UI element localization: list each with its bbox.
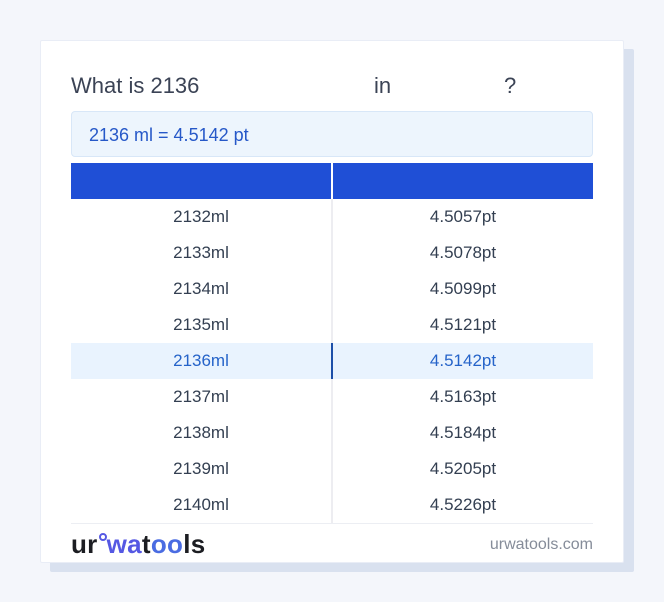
table-row-highlighted: 2136ml 4.5142pt	[71, 343, 593, 379]
cell-ml-value: 2136ml	[71, 343, 333, 379]
page-title: What is 2136 in ?	[71, 71, 593, 101]
cell-ml-value: 2132ml	[71, 199, 333, 235]
table-row: 2138ml 4.5184pt	[71, 415, 593, 451]
conversion-table: 2132ml 4.5057pt 2133ml 4.5078pt 2134ml 4.5099…	[71, 163, 593, 524]
cell-pt-value: 4.5184pt	[429, 423, 497, 442]
logo-segment-ur: ur	[71, 529, 98, 559]
table-row: 2133ml 4.5078pt	[71, 235, 593, 271]
cell-ml-value: 2134ml	[71, 271, 333, 307]
logo-segment-ls: ls	[183, 529, 206, 559]
cell-pt-value: 4.5057pt	[429, 207, 497, 226]
title-question-mark: ?	[504, 73, 517, 98]
cell-pt-value: 4.5121pt	[429, 315, 497, 334]
table-row: 2137ml 4.5163pt	[71, 379, 593, 415]
title-question-text: What is 2136	[71, 73, 200, 98]
cell-ml-value: 2138ml	[71, 415, 333, 451]
cell-ml-value: 2137ml	[71, 379, 333, 415]
cell-pt-value: 4.5078pt	[429, 243, 497, 262]
urwatools-logo: ur watools	[71, 524, 206, 565]
cell-pt-value: 4.5226pt	[429, 495, 497, 514]
site-domain-text: urwatools.com	[489, 535, 593, 553]
conversion-result-text: 2136 ml = 4.5142 pt	[89, 125, 249, 145]
table-header-row	[71, 163, 593, 199]
logo-segment-t: t	[141, 529, 151, 559]
cell-pt-value: 4.5142pt	[429, 351, 497, 370]
table-row: 2132ml 4.5057pt	[71, 199, 593, 235]
table-row: 2140ml 4.5226pt	[71, 487, 593, 523]
cell-ml-value: 2140ml	[71, 487, 333, 523]
cell-ml-value: 2133ml	[71, 235, 333, 271]
table-header-pt	[333, 163, 593, 199]
cell-ml-value: 2135ml	[71, 307, 333, 343]
logo-ring-icon	[98, 533, 107, 541]
logo-segment-wa: wa	[106, 529, 142, 559]
converter-card: What is 2136 in ? 2136 ml = 4.5142 pt 21…	[40, 40, 624, 563]
table-row: 2135ml 4.5121pt	[71, 307, 593, 343]
cell-pt-value: 4.5099pt	[429, 279, 497, 298]
title-connector-text: in	[374, 73, 392, 98]
conversion-result-box: 2136 ml = 4.5142 pt	[71, 111, 593, 157]
card-content: What is 2136 in ? 2136 ml = 4.5142 pt 21…	[41, 71, 623, 565]
table-row: 2134ml 4.5099pt	[71, 271, 593, 307]
table-body: 2132ml 4.5057pt 2133ml 4.5078pt 2134ml 4.5099…	[71, 199, 593, 523]
table-header-ml	[71, 163, 333, 199]
cell-ml-value: 2139ml	[71, 451, 333, 487]
cell-pt-value: 4.5205pt	[429, 459, 497, 478]
logo-segment-oo: oo	[150, 529, 184, 559]
table-row: 2139ml 4.5205pt	[71, 451, 593, 487]
card-footer: ur watools urwatools.com	[71, 524, 593, 565]
cell-pt-value: 4.5163pt	[429, 387, 497, 406]
